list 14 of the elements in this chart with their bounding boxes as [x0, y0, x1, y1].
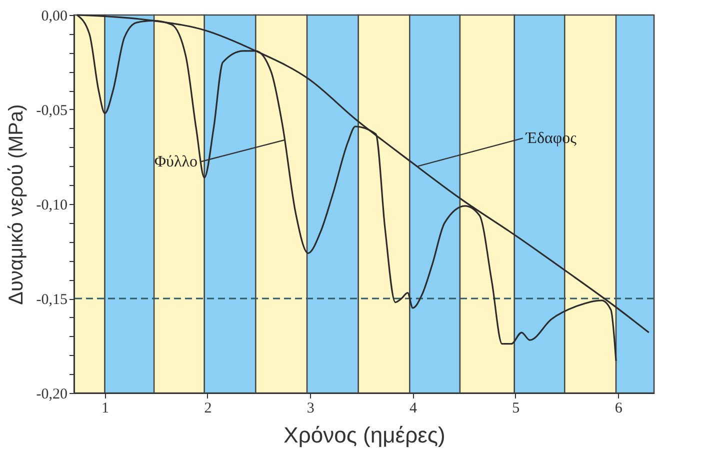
x-tick-label: 2	[204, 400, 212, 416]
x-axis-title: Χρόνος (ημέρες)	[284, 422, 446, 448]
x-tick-label: 5	[512, 400, 520, 416]
y-tick-label: -0,15	[36, 292, 68, 308]
annotation: Φύλλο	[154, 154, 198, 171]
y-tick-label: 0,00	[41, 8, 68, 24]
x-tick-label: 1	[102, 400, 110, 416]
x-tick-label: 6	[614, 400, 623, 416]
y-tick-label: -0,05	[36, 103, 68, 119]
y-tick-label: -0,20	[36, 386, 68, 402]
x-tick-label: 3	[306, 400, 314, 416]
y-tick-label: -0,10	[36, 198, 68, 214]
x-tick-label: 4	[410, 400, 418, 416]
y-axis-title: Δυναμικό νερού (MPa)	[5, 104, 28, 305]
